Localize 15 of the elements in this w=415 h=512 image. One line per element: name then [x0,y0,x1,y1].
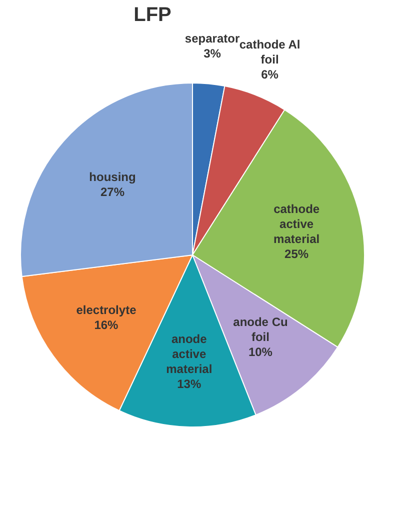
data-label: 6% [261,68,279,82]
slice-label: cathode Al foil [239,38,300,67]
data-label: 10% [248,345,273,360]
data-label: 27% [100,184,125,199]
slice-label: separator [184,31,240,46]
chart-title: LFP [134,4,172,26]
slice-label: electrolyte [76,303,137,318]
data-label: 25% [284,247,309,262]
slice-label: anode Cu foil [233,315,288,344]
slice-label: cathode active material [274,202,320,246]
data-label: 3% [204,46,222,60]
slice-label: housing [89,170,136,184]
slice-label: anode active material [166,332,212,376]
data-label: 16% [94,318,119,332]
data-label: 13% [177,377,202,392]
